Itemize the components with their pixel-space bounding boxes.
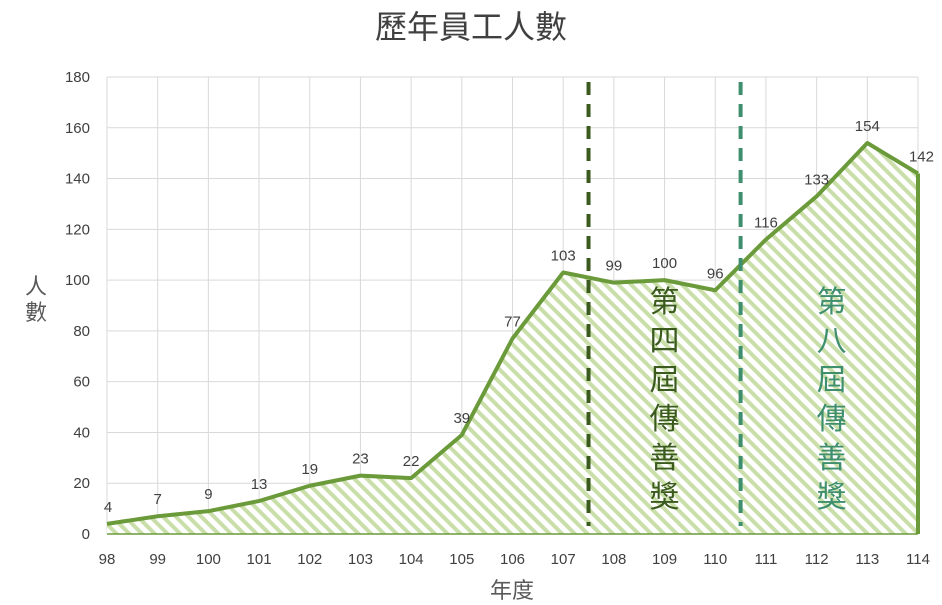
area-layer	[106, 141, 920, 535]
x-tick-label: 107	[551, 551, 576, 568]
x-tick-label: 110	[703, 551, 727, 568]
x-tick-label: 101	[247, 551, 272, 568]
x-tick-label: 109	[652, 551, 677, 568]
y-tick-label: 40	[73, 424, 90, 441]
y-tick-labels: 0 20 40 60 80 100 120 140 160 180	[65, 69, 90, 543]
data-label: 77	[504, 314, 521, 331]
x-tick-label: 112	[805, 551, 829, 568]
x-tick-label: 108	[601, 551, 626, 568]
x-tick-label: 99	[149, 551, 166, 568]
data-label: 7	[154, 491, 162, 508]
data-label: 22	[403, 453, 420, 470]
y-tick-label: 180	[65, 69, 90, 86]
y-tick-label: 140	[65, 171, 90, 188]
x-tick-labels: 98 99 100 101 102 103 104 105 106 107 108 109 110 111…	[99, 551, 930, 568]
x-tick-label: 103	[348, 551, 373, 568]
x-tick-label: 104	[399, 551, 424, 568]
x-tick-label: 100	[196, 551, 221, 568]
data-label: 96	[707, 265, 724, 282]
y-tick-label: 0	[82, 526, 90, 543]
y-axis-label: 人數	[25, 275, 47, 326]
x-tick-label: 113	[855, 551, 879, 568]
y-tick-label: 20	[73, 475, 90, 492]
annotation-label: 第四屆傳善獎	[650, 285, 680, 515]
data-label: 4	[104, 499, 112, 516]
data-label: 133	[804, 171, 829, 188]
y-axis-label-text: 人數	[25, 275, 47, 326]
series-line	[106, 141, 920, 526]
data-labels: 4 7 9 13 19 23 22 39 77 103 99 100 96 116 133 154 142	[104, 118, 934, 516]
data-label: 116	[754, 214, 778, 231]
y-tick-label: 120	[65, 221, 90, 238]
y-tick-label: 160	[65, 120, 90, 137]
y-tick-label: 60	[73, 374, 90, 391]
data-label: 13	[251, 476, 268, 493]
y-tick-label: 80	[73, 323, 90, 340]
data-label: 23	[352, 451, 369, 468]
data-label: 100	[652, 255, 677, 272]
data-label: 9	[204, 486, 212, 503]
data-label: 99	[606, 258, 623, 275]
annotations: 第四屆傳善獎 第八屆傳善獎	[586, 82, 847, 526]
x-tick-label: 114	[906, 551, 930, 568]
x-tick-label: 111	[755, 551, 778, 568]
chart-title: 歷年員工人數	[375, 8, 567, 46]
x-axis-label: 年度	[490, 579, 534, 604]
x-tick-label: 105	[449, 551, 474, 568]
y-tick-label: 100	[65, 272, 90, 289]
data-label: 39	[453, 410, 470, 427]
data-label: 142	[909, 148, 934, 165]
annotation-label: 第八屆傳善獎	[817, 285, 847, 515]
data-label: 154	[855, 118, 880, 135]
data-label: 19	[301, 461, 318, 478]
x-tick-label: 106	[500, 551, 525, 568]
x-tick-label: 98	[99, 551, 116, 568]
data-label: 103	[551, 247, 576, 264]
x-tick-label: 102	[297, 551, 322, 568]
